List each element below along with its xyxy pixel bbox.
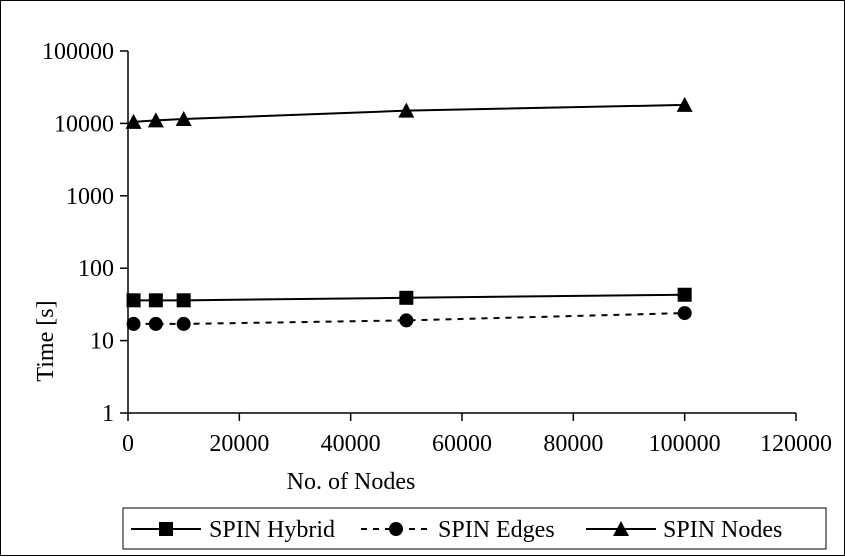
legend-marker-spin-edges bbox=[389, 522, 403, 536]
data-point-spin-nodes bbox=[125, 113, 142, 129]
data-point-spin-hybrid bbox=[176, 293, 191, 308]
legend-label-spin-nodes: SPIN Nodes bbox=[663, 517, 782, 543]
y-tick-label: 1 bbox=[102, 401, 114, 427]
legend-item-spin-edges: SPIN Edges bbox=[361, 517, 555, 543]
data-point-spin-edges bbox=[677, 306, 692, 321]
data-point-spin-nodes bbox=[398, 102, 415, 118]
x-tick-label: 120000 bbox=[760, 431, 832, 457]
legend: SPIN Hybrid SPIN Edges SPIN Nodes bbox=[122, 507, 827, 550]
series-layer bbox=[125, 96, 693, 331]
x-tick-label: 100000 bbox=[649, 431, 721, 457]
legend-label-spin-hybrid: SPIN Hybrid bbox=[209, 517, 335, 543]
series-spin-nodes bbox=[125, 96, 693, 129]
x-tick-label: 0 bbox=[122, 431, 134, 457]
legend-marker-spin-nodes bbox=[613, 521, 629, 536]
y-axis-title: Time [s] bbox=[33, 300, 59, 381]
y-tick-label: 100000 bbox=[42, 39, 114, 65]
legend-marker-spin-hybrid bbox=[159, 522, 173, 536]
data-point-spin-edges bbox=[148, 316, 163, 331]
legend-label-spin-edges: SPIN Edges bbox=[438, 517, 555, 543]
axes: 1 10 100 1000 10000 100000 0 20000 40000 60000 800… bbox=[42, 39, 832, 457]
series-spin-edges bbox=[126, 306, 692, 331]
legend-item-spin-nodes: SPIN Nodes bbox=[586, 517, 782, 543]
legend-item-spin-hybrid: SPIN Hybrid bbox=[131, 517, 335, 543]
data-point-spin-hybrid bbox=[399, 290, 414, 305]
legend-box bbox=[122, 507, 827, 550]
data-point-spin-edges bbox=[176, 316, 191, 331]
x-tick-label: 60000 bbox=[432, 431, 492, 457]
x-axis-title: No. of Nodes bbox=[287, 469, 416, 495]
data-point-spin-nodes bbox=[676, 96, 693, 112]
series-spin-hybrid bbox=[126, 287, 692, 308]
data-point-spin-edges bbox=[399, 313, 414, 328]
x-tick-label: 20000 bbox=[209, 431, 269, 457]
y-tick-label: 10000 bbox=[54, 111, 114, 137]
y-tick-label: 1000 bbox=[66, 184, 114, 210]
x-tick-label: 40000 bbox=[321, 431, 381, 457]
data-point-spin-hybrid bbox=[126, 293, 141, 308]
data-point-spin-edges bbox=[126, 316, 141, 331]
y-tick-label: 100 bbox=[78, 256, 114, 282]
x-tick-label: 80000 bbox=[543, 431, 603, 457]
data-point-spin-nodes bbox=[147, 112, 164, 128]
data-point-spin-nodes bbox=[175, 111, 192, 127]
data-point-spin-hybrid bbox=[148, 293, 163, 308]
data-point-spin-hybrid bbox=[677, 287, 692, 302]
y-tick-label: 10 bbox=[90, 329, 114, 355]
